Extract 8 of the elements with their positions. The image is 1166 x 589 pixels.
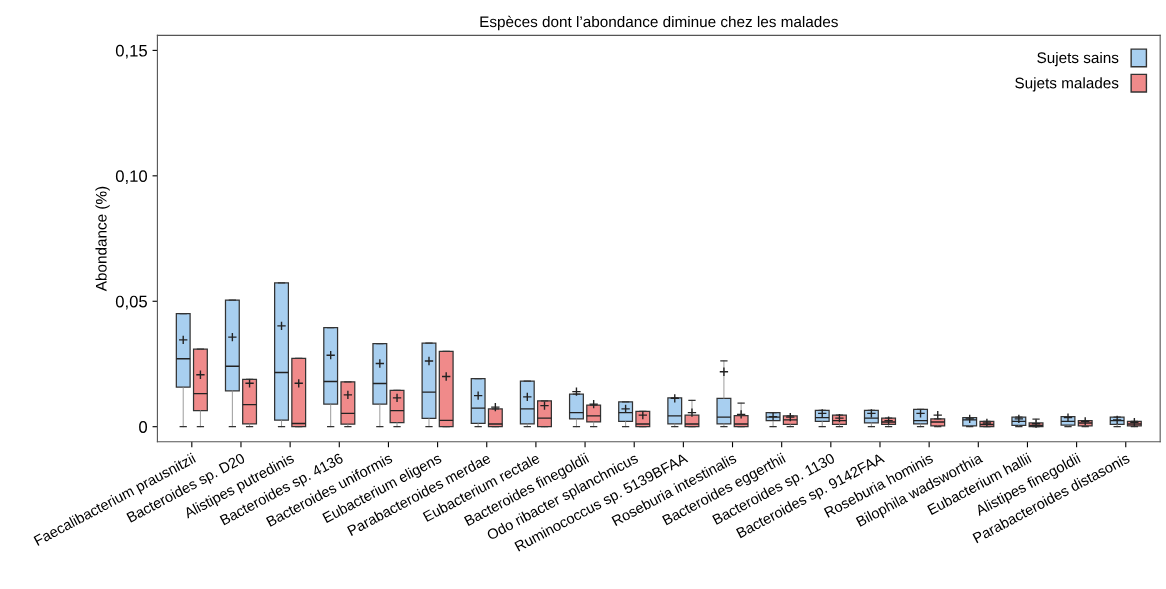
y-axis-title: Abondance (%) (95, 186, 110, 292)
y-tick-label: 0,15 (115, 44, 147, 59)
legend-label: Sujets sains (1037, 51, 1119, 67)
y-tick-label: 0,10 (115, 170, 148, 184)
legend-label: Sujets malades (1015, 77, 1119, 92)
y-tick-label: 0 (139, 421, 148, 433)
chart-title: Espèces dont l’abondance diminue chez les malades (480, 15, 838, 31)
y-tick-label: 0,05 (115, 295, 147, 310)
